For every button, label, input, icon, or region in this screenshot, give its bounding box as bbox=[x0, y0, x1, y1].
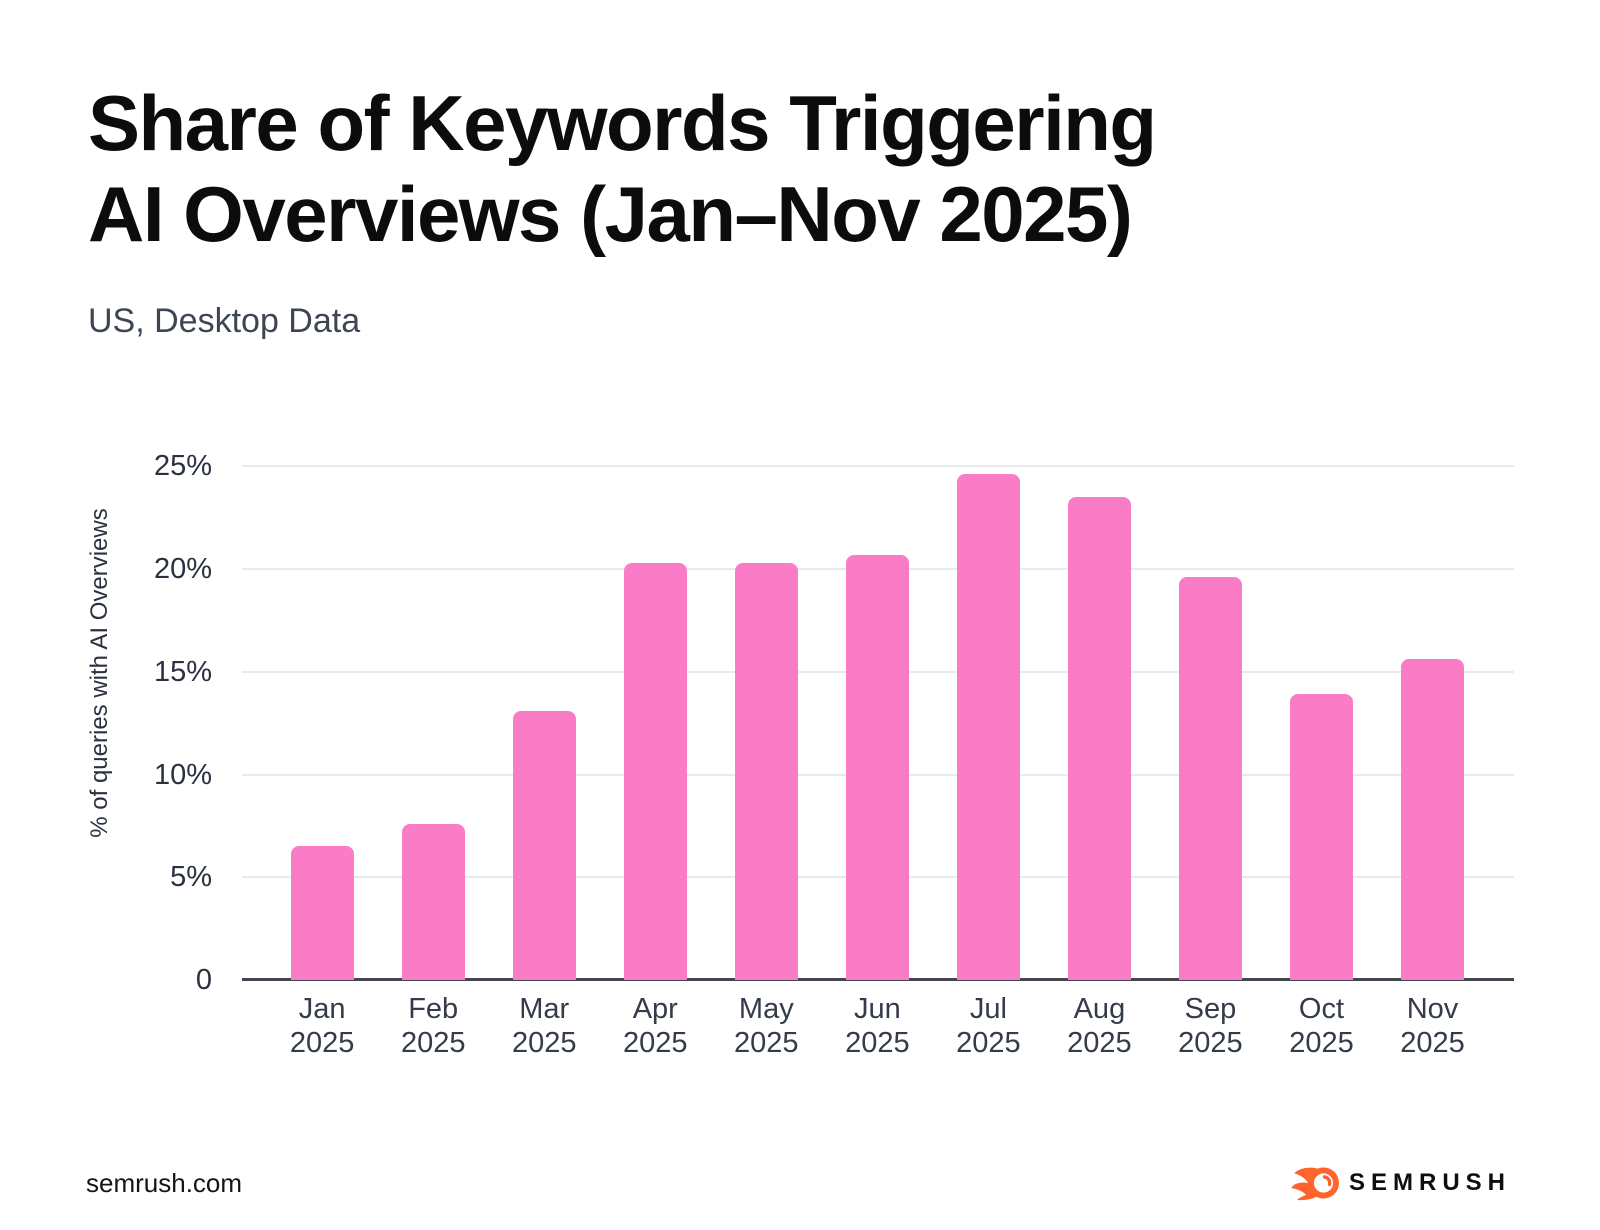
page-title-line-1: Share of Keywords Triggering bbox=[88, 79, 1157, 167]
x-tick-label-oct-2025: Oct 2025 bbox=[1289, 993, 1354, 1059]
semrush-flame-ball-icon bbox=[1291, 1167, 1339, 1201]
x-tick-label-sep-2025: Sep 2025 bbox=[1178, 993, 1243, 1059]
y-tick-label-25pct: 25% bbox=[153, 450, 212, 483]
bar-jul-2025 bbox=[956, 474, 1020, 980]
bar-feb-2025 bbox=[401, 823, 465, 980]
x-tick-label-nov-2025: Nov 2025 bbox=[1400, 993, 1465, 1059]
bar-jan-2025 bbox=[290, 846, 354, 980]
x-tick-label-jul-2025: Jul 2025 bbox=[956, 993, 1021, 1059]
bar-oct-2025 bbox=[1289, 694, 1353, 980]
page-title-line-2: AI Overviews (Jan–Nov 2025) bbox=[88, 170, 1133, 258]
bar-may-2025 bbox=[734, 562, 798, 980]
gridline-25pct bbox=[242, 465, 1514, 468]
page-subtitle: US, Desktop Data bbox=[88, 302, 361, 340]
x-tick-label-jan-2025: Jan 2025 bbox=[289, 993, 355, 1059]
y-tick-label-15pct: 15% bbox=[153, 655, 212, 688]
x-tick-label-may-2025: May 2025 bbox=[734, 993, 799, 1059]
x-tick-label-mar-2025: Mar 2025 bbox=[511, 993, 577, 1059]
y-tick-label-20pct: 20% bbox=[153, 553, 212, 585]
bar-chart-plot bbox=[242, 455, 1514, 981]
bar-mar-2025 bbox=[512, 710, 576, 980]
y-tick-label-0: 0 bbox=[195, 964, 212, 996]
bar-aug-2025 bbox=[1067, 497, 1131, 980]
bar-apr-2025 bbox=[623, 562, 687, 980]
footer-site-text: semrush.com bbox=[86, 1168, 243, 1198]
bar-nov-2025 bbox=[1401, 659, 1464, 980]
y-tick-label-10pct: 10% bbox=[153, 758, 212, 791]
x-tick-label-aug-2025: Aug 2025 bbox=[1067, 993, 1132, 1059]
x-tick-label-apr-2025: Apr 2025 bbox=[623, 993, 688, 1059]
x-tick-label-jun-2025: Jun 2025 bbox=[845, 993, 910, 1059]
bar-sep-2025 bbox=[1178, 577, 1242, 980]
x-tick-label-feb-2025: Feb 2025 bbox=[400, 993, 466, 1059]
y-tick-label-5pct: 5% bbox=[170, 861, 212, 894]
bar-jun-2025 bbox=[845, 554, 909, 980]
semrush-logo: SEMRUSH bbox=[1291, 1164, 1511, 1202]
semrush-wordmark: SEMRUSH bbox=[1349, 1169, 1512, 1196]
page-title: Share of Keywords Triggering AI Overview… bbox=[88, 78, 1157, 260]
